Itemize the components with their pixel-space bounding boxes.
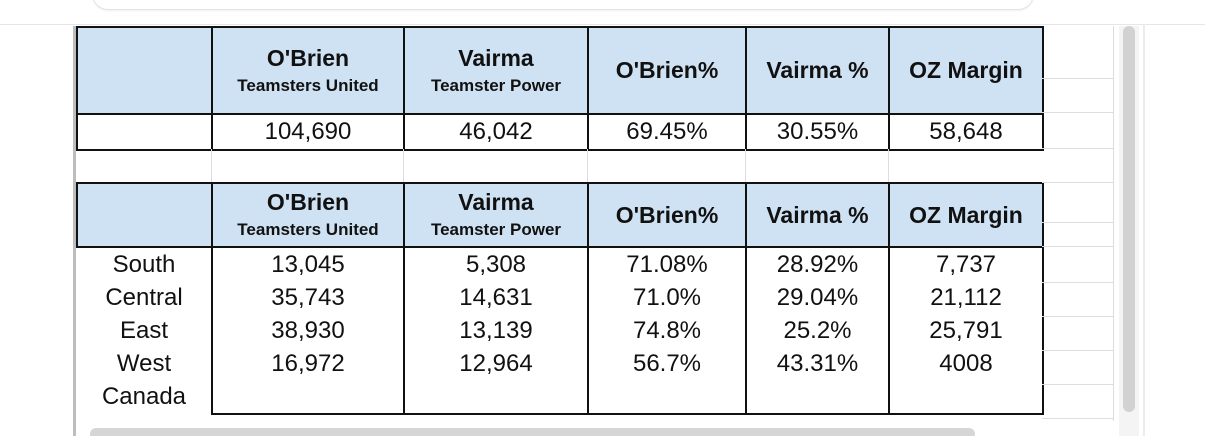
vertical-scrollbar-thumb[interactable] <box>1123 26 1135 412</box>
table-cell[interactable]: 28.92% <box>745 247 890 281</box>
table-cell[interactable]: 58,648 <box>888 113 1044 151</box>
grid-line <box>1042 350 1114 351</box>
toolbar-edge <box>92 0 1034 10</box>
slate-name: Teamsters United <box>237 75 379 95</box>
table-cell[interactable]: 43.31% <box>745 347 890 380</box>
table-cell[interactable] <box>403 380 589 415</box>
table-cell[interactable]: 104,690 <box>211 113 405 151</box>
table-cell[interactable]: 69.45% <box>587 113 747 151</box>
table-cell[interactable]: 46,042 <box>403 113 589 151</box>
table-cell[interactable] <box>211 380 405 415</box>
table-cell[interactable]: 71.08% <box>587 247 747 281</box>
table-cell[interactable]: 13,139 <box>403 314 589 347</box>
table-cell[interactable]: 25.2% <box>745 314 890 347</box>
grid-line <box>1042 418 1114 419</box>
table-cell[interactable]: 71.0% <box>587 281 747 314</box>
grid-separator <box>745 149 746 182</box>
summary-total-row: 104,690 46,042 69.45% 30.55% 58,648 <box>76 113 1044 151</box>
grid-separator <box>888 149 889 182</box>
grid-line <box>1042 246 1114 247</box>
header-cell-obrien-pct[interactable]: O'Brien% <box>587 26 747 115</box>
empty-row[interactable] <box>76 149 1042 182</box>
table-cell[interactable]: 14,631 <box>403 281 589 314</box>
candidate-name: Vairma <box>458 44 534 71</box>
table-row: South 13,045 5,308 71.08% 28.92% 7,737 <box>77 247 1044 281</box>
grid-line <box>1042 112 1114 113</box>
table-cell[interactable]: 13,045 <box>211 247 405 281</box>
region-label[interactable]: West <box>77 347 213 380</box>
summary-header-row: O'Brien Teamsters United Vairma Teamster… <box>76 26 1044 115</box>
summary-table: O'Brien Teamsters United Vairma Teamster… <box>76 26 1044 151</box>
slate-name: Teamster Power <box>430 220 562 239</box>
table-cell[interactable]: 16,972 <box>211 347 405 380</box>
region-label[interactable]: South <box>77 247 213 281</box>
header-cell-blank[interactable] <box>76 182 213 248</box>
grid-line <box>1042 222 1114 223</box>
pane-border <box>1143 24 1145 436</box>
table-cell[interactable]: 74.8% <box>587 314 747 347</box>
regions-table: O'Brien Teamsters United Vairma Teamster… <box>76 182 1044 415</box>
table-cell[interactable]: 25,791 <box>888 314 1044 347</box>
grid-line <box>1042 282 1114 283</box>
top-divider <box>0 24 1205 25</box>
table-cell[interactable]: 21,112 <box>888 281 1044 314</box>
table-cell[interactable]: 35,743 <box>211 281 405 314</box>
table-row: East 38,930 13,139 74.8% 25.2% 25,791 <box>77 314 1044 347</box>
header-cell-obrien-pct[interactable]: O'Brien% <box>587 182 747 248</box>
slate-name: Teamster Power <box>430 75 562 95</box>
region-label[interactable]: Canada <box>77 380 213 414</box>
grid-separator <box>587 149 588 182</box>
header-cell-vairma[interactable]: Vairma Teamster Power <box>403 182 589 248</box>
region-label[interactable]: Central <box>77 281 213 314</box>
candidate-name: Vairma <box>458 189 534 215</box>
table-cell[interactable]: 38,930 <box>211 314 405 347</box>
header-cell-vairma[interactable]: Vairma Teamster Power <box>403 26 589 115</box>
grid-line <box>1042 182 1114 183</box>
frozen-column-border <box>73 26 76 436</box>
grid-separator <box>403 149 404 182</box>
header-cell-margin[interactable]: OZ Margin <box>888 26 1044 115</box>
header-cell-margin[interactable]: OZ Margin <box>888 182 1044 248</box>
table-cell[interactable] <box>587 380 747 415</box>
regions-header-row: O'Brien Teamsters United Vairma Teamster… <box>76 182 1044 248</box>
header-cell-obrien[interactable]: O'Brien Teamsters United <box>211 26 405 115</box>
table-cell[interactable]: 30.55% <box>745 113 890 151</box>
table-cell[interactable] <box>888 380 1044 415</box>
header-cell-vairma-pct[interactable]: Vairma % <box>745 182 890 248</box>
table-cell[interactable] <box>76 113 213 151</box>
header-cell-blank[interactable] <box>76 26 213 115</box>
grid-line <box>1042 78 1114 79</box>
table-cell[interactable]: 56.7% <box>587 347 747 380</box>
table-cell[interactable]: 29.04% <box>745 281 890 314</box>
table-row: West 16,972 12,964 56.7% 43.31% 4008 <box>77 347 1044 380</box>
empty-grid-cells[interactable] <box>1042 26 1114 426</box>
region-label[interactable]: East <box>77 314 213 347</box>
table-row: Canada <box>77 380 1044 415</box>
slate-name: Teamsters United <box>237 220 379 239</box>
grid-line <box>1042 316 1114 317</box>
candidate-name: O'Brien <box>266 44 350 71</box>
grid-separator <box>211 149 212 182</box>
grid-line <box>1042 148 1114 149</box>
horizontal-scrollbar-thumb[interactable] <box>90 428 975 436</box>
table-cell[interactable] <box>745 380 890 415</box>
grid-column-line <box>1113 26 1114 421</box>
table-cell[interactable]: 7,737 <box>888 247 1044 281</box>
grid-line <box>1042 384 1114 385</box>
table-row: Central 35,743 14,631 71.0% 29.04% 21,11… <box>77 281 1044 314</box>
table-cell[interactable]: 5,308 <box>403 247 589 281</box>
table-cell[interactable]: 12,964 <box>403 347 589 380</box>
table-cell[interactable]: 4008 <box>888 347 1044 380</box>
candidate-name: O'Brien <box>266 189 350 215</box>
header-cell-vairma-pct[interactable]: Vairma % <box>745 26 890 115</box>
header-cell-obrien[interactable]: O'Brien Teamsters United <box>211 182 405 248</box>
